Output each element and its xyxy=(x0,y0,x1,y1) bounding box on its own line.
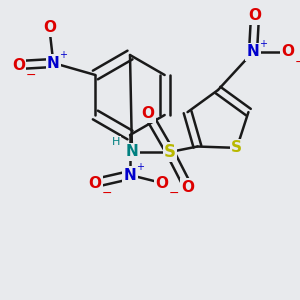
Text: −: − xyxy=(169,187,179,200)
Text: O: O xyxy=(43,20,56,35)
Text: O: O xyxy=(88,176,101,190)
Text: N: N xyxy=(124,167,136,182)
Text: +: + xyxy=(59,50,68,60)
Text: O: O xyxy=(142,106,154,122)
Text: N: N xyxy=(47,56,60,70)
Text: S: S xyxy=(231,140,242,155)
Text: N: N xyxy=(126,145,138,160)
Text: −: − xyxy=(295,56,300,68)
Text: O: O xyxy=(12,58,25,73)
Text: O: O xyxy=(182,179,194,194)
Text: −: − xyxy=(26,68,37,82)
Text: H: H xyxy=(112,137,120,147)
Text: O: O xyxy=(281,44,295,59)
Text: −: − xyxy=(102,187,112,200)
Text: O: O xyxy=(248,8,262,23)
Text: +: + xyxy=(136,162,144,172)
Text: +: + xyxy=(259,39,267,49)
Text: O: O xyxy=(155,176,169,190)
Text: N: N xyxy=(247,44,260,59)
Text: S: S xyxy=(164,143,176,161)
